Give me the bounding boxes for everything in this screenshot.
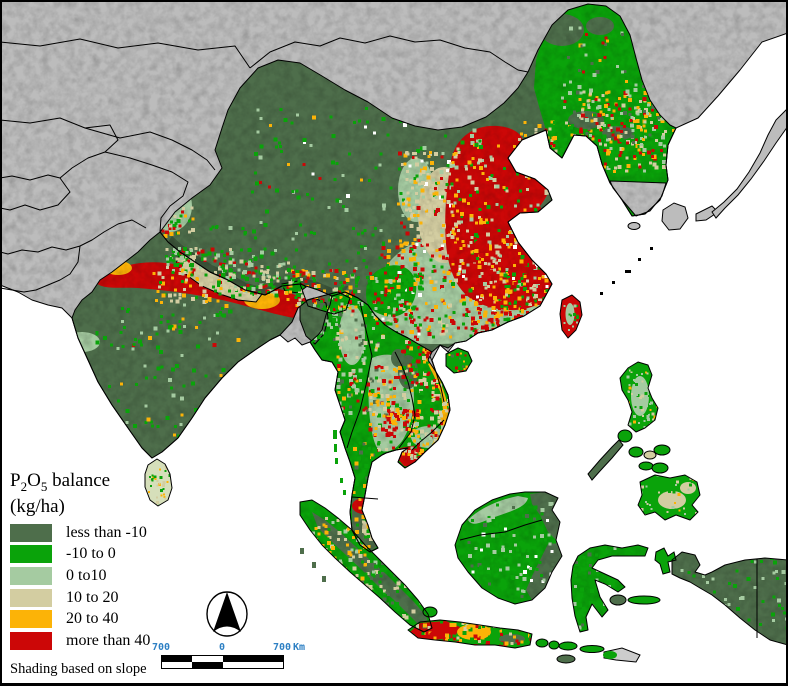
legend-footnote: Shading based on slope (10, 661, 147, 677)
scale-unit-label: Km (293, 642, 306, 653)
legend-label: 0 to10 (66, 566, 107, 584)
legend-swatch (10, 566, 52, 585)
legend-swatch (10, 631, 52, 650)
border-myanmar-thailand (346, 301, 373, 449)
border-tajik-afghan (104, 151, 189, 233)
legend-label: less than -10 (66, 523, 147, 541)
region-honshu (711, 107, 788, 219)
speckles-borneo (463, 500, 562, 599)
region-jeju (627, 222, 641, 230)
border-afghan-pakistan (0, 219, 147, 255)
legend-units: (kg/ha) (10, 496, 65, 517)
region-kyushu (661, 202, 689, 231)
legend-swatch (10, 588, 52, 607)
nicobar-2 (343, 490, 346, 495)
mentawai-1 (300, 548, 304, 554)
mindanao-tan-2 (680, 482, 696, 494)
legend-swatch (10, 610, 52, 629)
west-timor-green (603, 651, 617, 659)
ryukyu-1 (600, 292, 603, 295)
region-sumba (556, 654, 576, 664)
legend-row: -10 to 0 (10, 544, 150, 566)
legend-title: P2O5 balance (10, 470, 111, 494)
scale-left-label: 700 (151, 642, 171, 653)
legend-row: 0 to10 (10, 565, 150, 587)
scale-bar: 700 0 700 Km (150, 642, 325, 672)
region-halmahera (654, 547, 677, 575)
legend-label: more than 40 (66, 631, 151, 649)
region-palawan (587, 439, 624, 481)
mentawai-3 (322, 576, 326, 582)
legend-row: 10 to 20 (10, 587, 150, 609)
region-seram (627, 595, 661, 605)
legend: less than -10 -10 to 0 0 to10 10 to 20 20 to… (10, 522, 150, 652)
legend-swatch (10, 545, 52, 564)
border-mongolia-north (249, 35, 529, 73)
scale-center-label: 0 (218, 642, 226, 653)
andaman-1 (333, 430, 337, 439)
nicobar-1 (340, 478, 343, 483)
legend-swatch (10, 523, 52, 542)
region-bali (535, 638, 549, 648)
region-flores (579, 645, 605, 653)
border-malaysia-indonesia-borneo (459, 519, 543, 541)
border-thailand-laos-cambodia (394, 351, 416, 449)
legend-row: 20 to 40 (10, 608, 150, 630)
ryukyu-3 (638, 258, 641, 261)
border-russia-kazakhstan (0, 38, 251, 69)
region-sumbawa (558, 641, 578, 651)
region-okinawa (625, 270, 631, 273)
visayas-2 (643, 450, 657, 460)
legend-row: more than 40 (10, 630, 150, 652)
visayas-4 (651, 462, 669, 474)
border-cambodia-vietnam (411, 419, 445, 451)
legend-row: less than -10 (10, 522, 150, 544)
region-buru (609, 594, 627, 606)
andaman-3 (335, 458, 338, 464)
scale-right-label: 700 (272, 642, 292, 653)
border-central-asia-2 (84, 127, 216, 171)
region-samar (653, 444, 671, 456)
border-central-asia-1 (0, 117, 119, 181)
ryukyu-4 (650, 247, 653, 250)
legend-label: 20 to 40 (66, 610, 119, 628)
mentawai-2 (312, 562, 316, 568)
visayas-1 (628, 446, 644, 458)
andaman-2 (334, 444, 337, 452)
north-arrow-needle (213, 592, 241, 632)
scale-bar-graphic (161, 655, 284, 669)
country-borders (0, 0, 788, 649)
visayas-3 (638, 461, 654, 471)
east-java-dark (499, 634, 525, 644)
border-iran-pakistan (0, 245, 81, 293)
ryukyu-2 (612, 281, 615, 284)
border-laos-vietnam (429, 355, 445, 403)
region-mindoro (617, 429, 633, 443)
region-lombok (548, 640, 560, 650)
legend-label: -10 to 0 (66, 545, 116, 563)
north-arrow (206, 591, 248, 637)
border-central-asia-3 (0, 177, 71, 211)
legend-label: 10 to 20 (66, 588, 119, 606)
region-shikoku (695, 205, 719, 222)
border-thailand-malaysia (351, 496, 379, 500)
